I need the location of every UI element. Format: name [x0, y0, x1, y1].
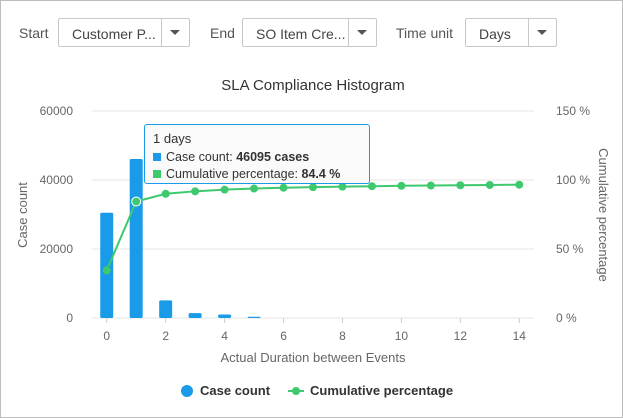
line-point [367, 182, 376, 191]
line-point [485, 180, 494, 189]
y-tick-label: 20000 [40, 242, 74, 256]
time-unit-label: Time unit [396, 25, 454, 41]
line-point [515, 180, 524, 189]
tooltip-cumulative-label: Cumulative percentage: [166, 167, 302, 181]
y-tick-label: 60000 [40, 104, 74, 118]
line-point [279, 183, 288, 192]
filter-bar: Start Customer P... End SO Item Cre... T… [1, 18, 622, 48]
line-point [161, 189, 170, 198]
time-unit-select-value: Days [479, 26, 511, 42]
y-tick-label: 0 [66, 311, 73, 325]
bar [100, 212, 114, 318]
cumulative-swatch [153, 170, 161, 178]
bar [247, 316, 261, 318]
line-series [102, 180, 524, 275]
tooltip-title: 1 days [153, 131, 192, 146]
chart-legend: Case count Cumulative percentage [1, 383, 622, 401]
bar [129, 158, 143, 318]
line-point [456, 181, 465, 190]
end-label: End [210, 25, 235, 41]
start-select-value: Customer P... [72, 26, 156, 42]
case-count-swatch [153, 153, 161, 161]
chevron-down-icon [537, 30, 547, 35]
end-dropdown-button[interactable] [348, 19, 376, 46]
chevron-down-icon [357, 30, 367, 35]
time-unit-select[interactable]: Days [465, 18, 557, 47]
bar [188, 313, 202, 318]
time-unit-dropdown-button[interactable] [528, 19, 556, 46]
line-point [220, 185, 229, 194]
y2-axis-ticks: 0 % 50 % 100 % 150 % [556, 104, 590, 325]
y-axis-label: Case count [15, 182, 30, 248]
tooltip-case-count-row: Case count: 46095 cases [153, 150, 309, 164]
tooltip-cumulative-row: Cumulative percentage: 84.4 % [153, 167, 340, 181]
x-tick-label: 2 [162, 329, 169, 343]
tooltip-cumulative-value: 84.4 % [301, 167, 341, 181]
x-axis-label: Actual Duration between Events [221, 350, 406, 365]
start-select[interactable]: Customer P... [58, 18, 190, 47]
x-tick-label: 0 [103, 329, 110, 343]
line-point [131, 196, 142, 207]
legend-case-count-swatch [181, 385, 193, 397]
bar [218, 314, 232, 318]
line-point [338, 182, 347, 191]
legend-item-case-count[interactable]: Case count [200, 383, 271, 398]
x-tick-label: 6 [280, 329, 287, 343]
tooltip-case-count-value: 46095 cases [236, 150, 310, 164]
x-axis-ticks: 0 2 4 6 8 10 12 14 [103, 318, 526, 343]
y2-axis-label: Cumulative percentage [596, 148, 611, 282]
chevron-down-icon [170, 30, 180, 35]
legend-item-cumulative[interactable]: Cumulative percentage [310, 383, 454, 398]
end-select[interactable]: SO Item Cre... [242, 18, 377, 47]
line-point [191, 187, 200, 196]
start-label: Start [19, 25, 49, 41]
x-tick-label: 4 [221, 329, 228, 343]
x-tick-label: 12 [454, 329, 468, 343]
line-point [250, 184, 259, 193]
y2-tick-label: 50 % [556, 242, 584, 256]
y-axis-ticks: 0 20000 40000 60000 [40, 104, 74, 325]
x-tick-label: 14 [513, 329, 527, 343]
end-select-value: SO Item Cre... [256, 26, 346, 42]
bar [159, 300, 173, 318]
x-tick-label: 10 [395, 329, 409, 343]
start-dropdown-button[interactable] [161, 19, 189, 46]
data-tooltip: 1 days Case count: 46095 cases Cumulativ… [144, 124, 370, 184]
tooltip-case-count-label: Case count: [166, 150, 237, 164]
y-tick-label: 40000 [40, 173, 74, 187]
y2-tick-label: 0 % [556, 311, 577, 325]
cumulative-line [105, 183, 520, 271]
y2-tick-label: 100 % [556, 173, 590, 187]
line-point [309, 183, 317, 192]
line-point [397, 181, 406, 190]
line-point [102, 266, 111, 275]
y2-tick-label: 150 % [556, 104, 590, 118]
legend-cumulative-marker-swatch [292, 387, 300, 395]
legend-marks [181, 385, 304, 397]
x-tick-label: 8 [339, 329, 346, 343]
chart-title: SLA Compliance Histogram [221, 77, 404, 94]
line-point [426, 181, 435, 190]
